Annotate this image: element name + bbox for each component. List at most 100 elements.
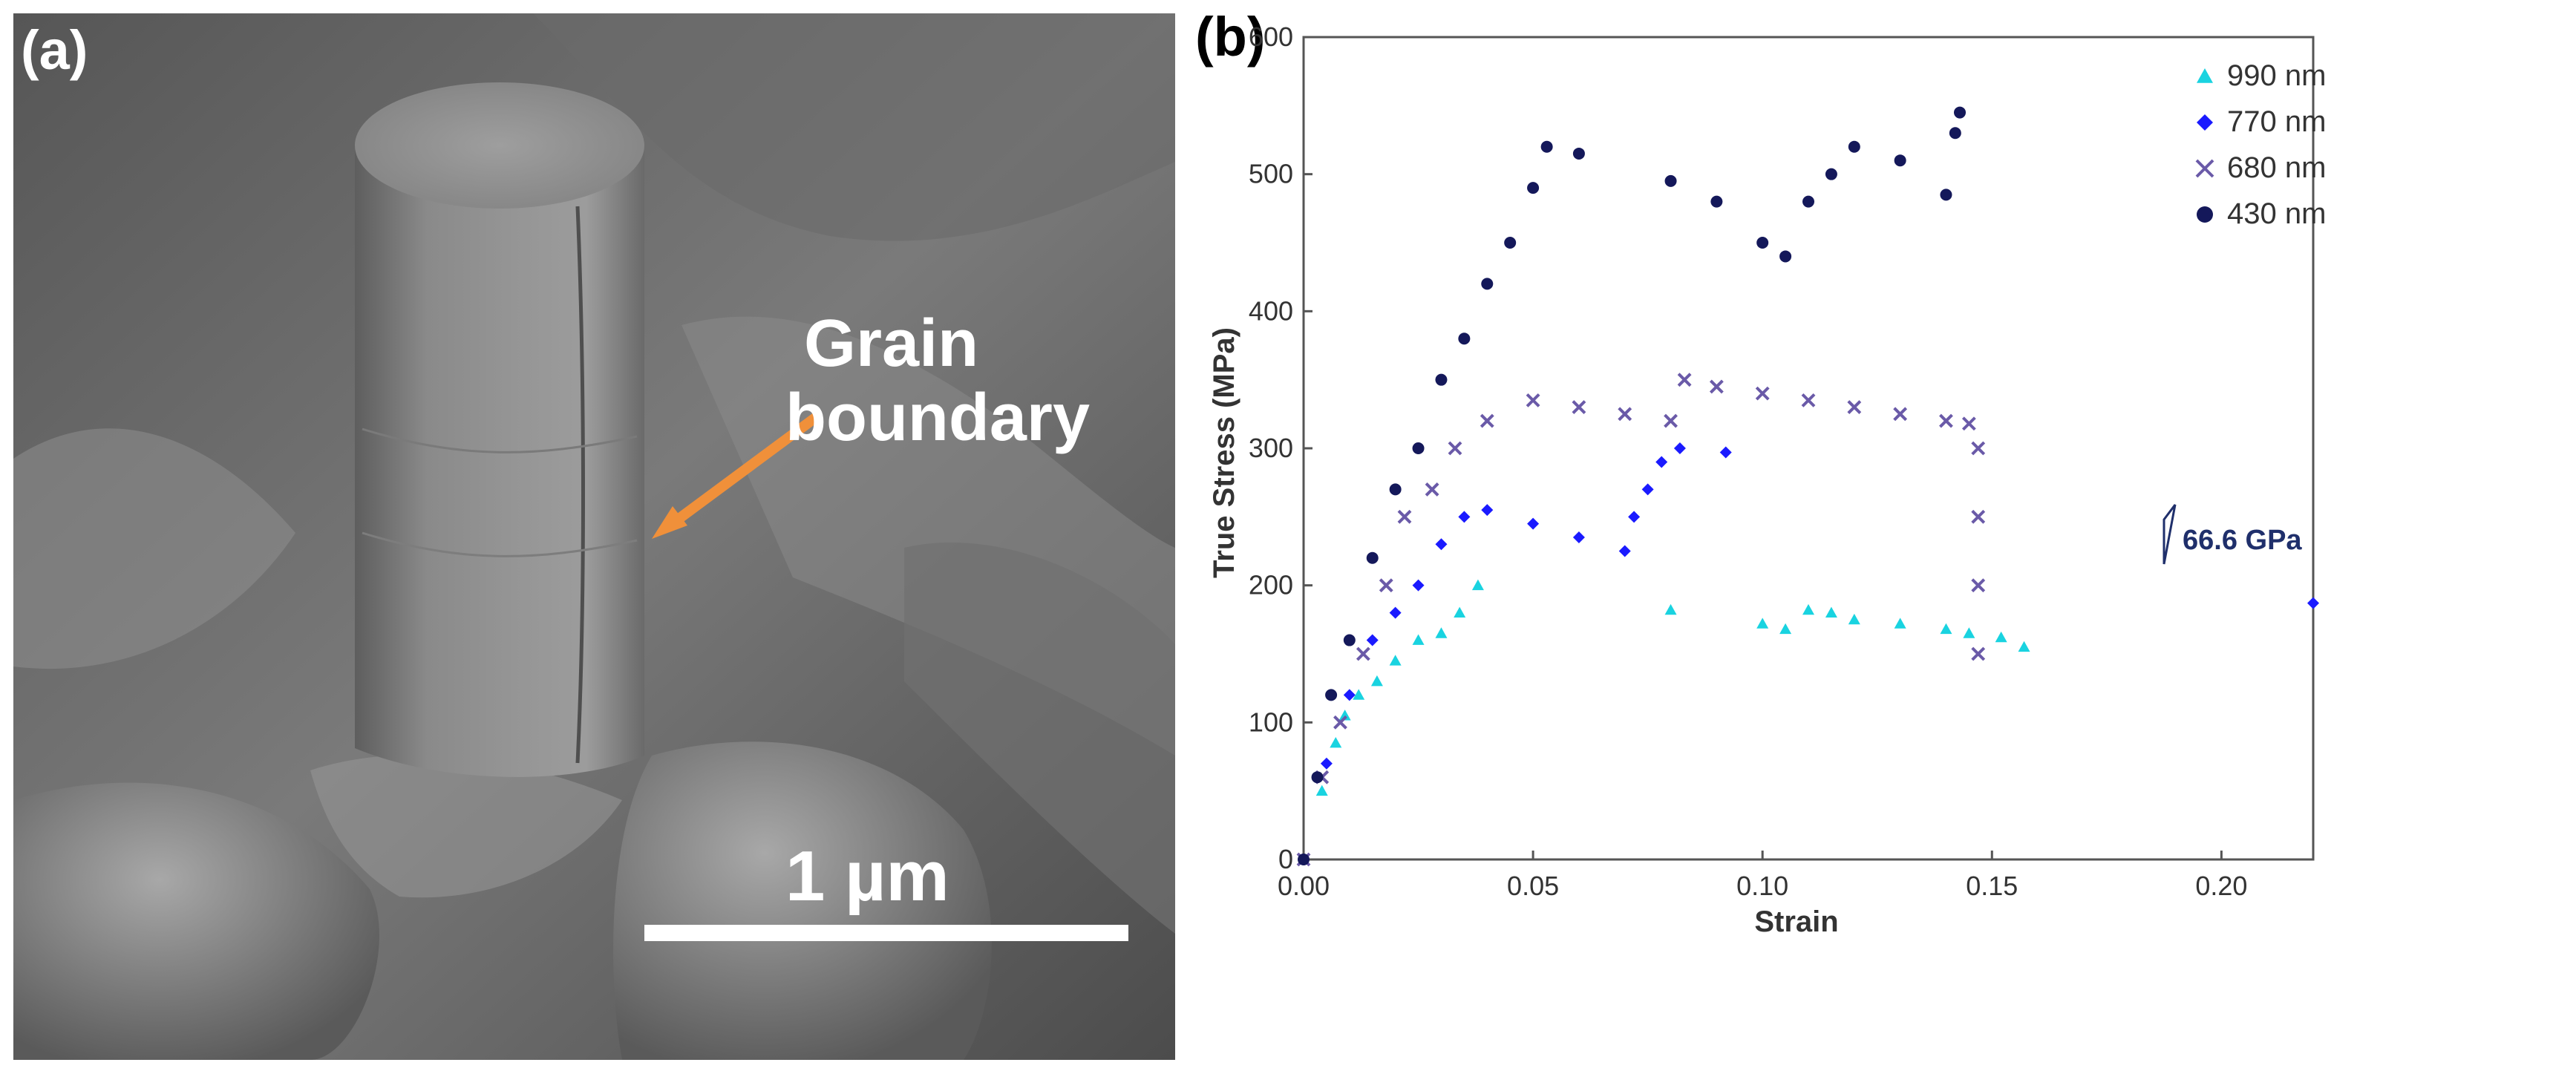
data-point bbox=[1366, 634, 1379, 646]
data-point bbox=[1848, 613, 1860, 625]
legend-marker bbox=[2197, 114, 2213, 131]
legend-marker bbox=[2197, 206, 2213, 223]
y-tick-label: 200 bbox=[1249, 570, 1293, 600]
data-point bbox=[2307, 597, 2319, 609]
stress-strain-panel: (b) 0 100 200 300 400 500 600 0.00 0.05 0.10 0.15… bbox=[1188, 0, 2569, 1071]
data-point bbox=[1709, 379, 1724, 394]
y-axis-title: True Stress (MPa) bbox=[1208, 327, 1240, 578]
data-series bbox=[1296, 106, 2319, 867]
data-point bbox=[1333, 715, 1347, 730]
data-point bbox=[1379, 578, 1393, 593]
data-point bbox=[1454, 606, 1466, 618]
data-point bbox=[1481, 504, 1494, 517]
data-point bbox=[1389, 606, 1402, 619]
data-point bbox=[1779, 250, 1792, 263]
data-point bbox=[1755, 386, 1770, 401]
data-point bbox=[1435, 538, 1448, 551]
data-point bbox=[1298, 854, 1310, 865]
series-990-nm bbox=[1298, 579, 2030, 865]
data-point bbox=[1366, 551, 1379, 564]
modulus-annotation: 66.6 GPa bbox=[2183, 525, 2302, 556]
data-point bbox=[1480, 413, 1494, 428]
y-tick-label: 0 bbox=[1278, 844, 1293, 874]
data-point bbox=[1572, 400, 1586, 415]
data-point bbox=[1893, 407, 1908, 422]
data-point bbox=[1356, 646, 1370, 661]
y-tick-label: 400 bbox=[1249, 295, 1293, 326]
x-axis-title: Strain bbox=[1754, 905, 1838, 938]
data-point bbox=[1894, 618, 1906, 629]
grain-boundary-arrow bbox=[652, 413, 820, 539]
sem-micrograph-panel: Grain boundary 1 µm (a) bbox=[13, 13, 1175, 1060]
data-point bbox=[1949, 127, 1961, 140]
data-point bbox=[1963, 627, 1975, 638]
scale-bar bbox=[644, 925, 1128, 941]
data-point bbox=[1710, 195, 1723, 208]
data-point bbox=[1389, 655, 1402, 666]
data-point bbox=[1825, 168, 1837, 180]
panel-a-label: (a) bbox=[21, 19, 88, 81]
data-point bbox=[1618, 545, 1631, 557]
data-point bbox=[2018, 641, 2030, 652]
data-point bbox=[1673, 442, 1686, 454]
data-point bbox=[1756, 237, 1769, 249]
data-point bbox=[1320, 757, 1333, 770]
series-430-nm bbox=[1298, 106, 1966, 865]
sem-image: Grain boundary 1 µm (a) bbox=[13, 13, 1175, 1060]
legend: 990 nm 770 nm 680 nm 430 nm bbox=[2195, 59, 2326, 230]
data-point bbox=[1315, 785, 1328, 796]
data-point bbox=[1719, 446, 1732, 459]
data-point bbox=[1628, 511, 1641, 523]
data-point bbox=[1664, 603, 1677, 615]
data-point bbox=[1527, 517, 1540, 530]
panel-b-label: (b) bbox=[1195, 6, 1266, 68]
data-point bbox=[1801, 393, 1816, 407]
data-point bbox=[1572, 147, 1585, 160]
data-point bbox=[1641, 483, 1654, 496]
data-point bbox=[1504, 237, 1517, 249]
data-point bbox=[1397, 509, 1412, 524]
y-tick-label: 100 bbox=[1249, 707, 1293, 737]
data-point bbox=[1618, 407, 1632, 422]
legend-marker bbox=[2195, 159, 2214, 178]
data-point bbox=[1664, 174, 1677, 187]
data-point bbox=[1412, 634, 1425, 645]
legend-label: 680 nm bbox=[2227, 151, 2326, 184]
data-point bbox=[1961, 416, 1976, 431]
data-point bbox=[1412, 442, 1425, 454]
data-point bbox=[1370, 675, 1383, 687]
scale-bar-label: 1 µm bbox=[785, 836, 949, 916]
data-point bbox=[1448, 441, 1462, 456]
data-point bbox=[1471, 579, 1484, 591]
data-point bbox=[1527, 182, 1540, 194]
legend-label: 430 nm bbox=[2227, 197, 2326, 230]
y-tick-label: 500 bbox=[1249, 159, 1293, 189]
data-point bbox=[1425, 482, 1439, 497]
data-point bbox=[1971, 578, 1986, 593]
data-point bbox=[1435, 627, 1448, 638]
data-point bbox=[1825, 606, 1837, 618]
x-tick-label: 0.00 bbox=[1278, 871, 1330, 901]
x-tick-label: 0.20 bbox=[2195, 871, 2247, 901]
grain-annotation-line2: boundary bbox=[785, 381, 1090, 455]
series-770-nm bbox=[1298, 442, 2319, 865]
data-point bbox=[1677, 373, 1692, 387]
series-680-nm bbox=[1296, 373, 1986, 867]
data-point bbox=[1847, 400, 1862, 415]
data-point bbox=[1458, 511, 1471, 523]
grain-annotation-line1: Grain bbox=[804, 307, 978, 381]
data-point bbox=[1971, 509, 1986, 524]
data-point bbox=[1940, 189, 1952, 201]
data-point bbox=[1343, 634, 1356, 646]
data-point bbox=[1412, 579, 1425, 592]
data-point bbox=[1664, 413, 1678, 428]
legend-label: 770 nm bbox=[2227, 105, 2326, 138]
data-point bbox=[1572, 531, 1585, 544]
data-point bbox=[1343, 689, 1356, 701]
data-point bbox=[1330, 737, 1342, 748]
y-tick-label: 600 bbox=[1249, 22, 1293, 52]
legend-label: 990 nm bbox=[2227, 59, 2326, 92]
stress-strain-chart: (b) 0 100 200 300 400 500 600 0.00 0.05 0.10 0.15… bbox=[1195, 6, 2326, 938]
slope-triangle bbox=[2163, 504, 2177, 565]
data-point bbox=[1353, 689, 1365, 700]
